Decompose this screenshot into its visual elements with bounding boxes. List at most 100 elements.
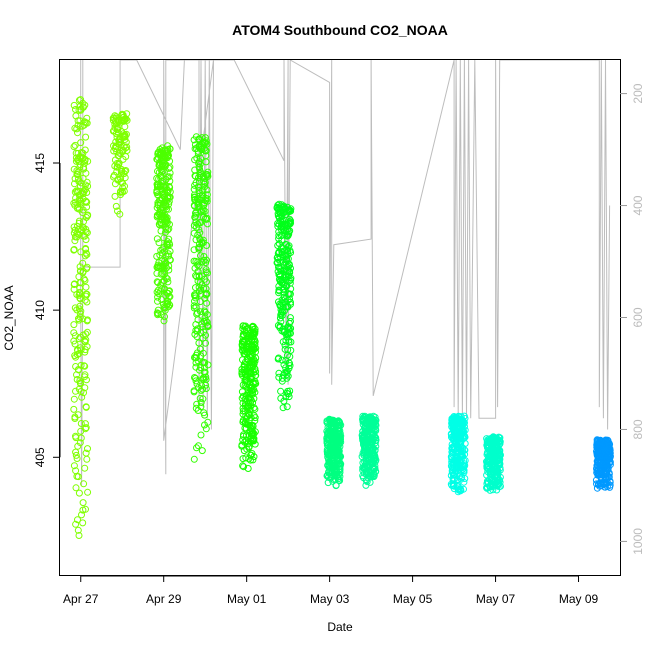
- data-point: [163, 219, 171, 227]
- data-point: [361, 425, 369, 433]
- data-point: [155, 239, 163, 247]
- data-point: [78, 393, 86, 401]
- data-point: [82, 403, 90, 411]
- data-point: [452, 456, 460, 464]
- data-point: [203, 191, 211, 199]
- data-point: [603, 460, 611, 468]
- data-point: [120, 132, 128, 140]
- data-point: [192, 321, 200, 328]
- data-point: [281, 307, 288, 315]
- data-point: [330, 470, 338, 477]
- data-point: [323, 448, 331, 456]
- data-point: [111, 192, 119, 200]
- y-axis-label: CO2_NOAA: [2, 285, 16, 350]
- data-point: [153, 269, 161, 277]
- data-point: [78, 149, 86, 156]
- data-point: [72, 520, 80, 528]
- data-point: [71, 340, 79, 348]
- data-point: [240, 362, 248, 370]
- data-point: [484, 455, 492, 463]
- data-point: [115, 123, 123, 131]
- data-point: [116, 210, 124, 218]
- data-point: [76, 344, 84, 352]
- data-point: [493, 486, 501, 494]
- data-point: [459, 426, 467, 434]
- data-point: [454, 483, 462, 491]
- data-point: [154, 286, 162, 294]
- data-point: [361, 448, 369, 456]
- data-point: [84, 212, 91, 220]
- data-point: [239, 331, 247, 339]
- data-point: [366, 421, 374, 429]
- data-point: [196, 366, 203, 374]
- data-point: [197, 168, 204, 176]
- data-point: [80, 163, 87, 171]
- data-point: [81, 362, 89, 370]
- data-point: [199, 395, 207, 403]
- data-point: [243, 420, 251, 428]
- data-point: [335, 418, 343, 426]
- data-point: [604, 436, 611, 444]
- data-point: [202, 268, 210, 276]
- series-group: [592, 436, 614, 492]
- data-point: [238, 342, 246, 350]
- y2-tick-label: 400: [631, 195, 645, 215]
- series-group: [358, 412, 380, 489]
- data-point: [197, 252, 204, 260]
- data-point: [190, 246, 198, 254]
- data-point: [250, 435, 258, 443]
- data-point: [76, 195, 83, 203]
- data-point: [201, 275, 209, 283]
- data-point: [82, 505, 89, 513]
- data-point: [156, 204, 164, 212]
- data-point: [197, 399, 205, 406]
- data-point: [602, 447, 610, 455]
- y-tick-label: 415: [33, 153, 47, 173]
- data-point: [202, 139, 210, 147]
- data-point: [70, 321, 78, 329]
- data-point: [284, 330, 291, 338]
- data-point: [73, 222, 81, 230]
- data-point: [158, 185, 166, 193]
- data-point: [238, 441, 246, 449]
- data-point: [76, 284, 84, 292]
- data-point: [79, 174, 87, 182]
- data-point: [83, 328, 91, 336]
- data-point: [72, 467, 80, 475]
- data-point: [451, 416, 459, 424]
- data-point: [120, 187, 128, 195]
- data-point: [77, 139, 85, 147]
- data-point: [199, 349, 207, 357]
- data-point: [458, 426, 466, 433]
- data-point: [326, 426, 334, 434]
- data-point: [325, 455, 333, 462]
- data-point: [280, 293, 288, 301]
- data-point: [336, 452, 344, 460]
- data-point: [203, 195, 211, 203]
- data-point: [72, 194, 80, 202]
- data-point: [193, 444, 200, 452]
- data-point: [491, 457, 499, 465]
- data-point: [329, 460, 337, 467]
- data-point: [161, 229, 169, 236]
- data-point: [244, 332, 252, 339]
- data-point: [279, 374, 286, 382]
- data-point: [83, 119, 91, 127]
- data-point: [282, 258, 289, 266]
- data-point: [333, 461, 341, 469]
- data-point: [197, 308, 204, 316]
- data-point: [194, 442, 202, 450]
- data-point: [597, 437, 605, 445]
- data-point: [204, 269, 211, 277]
- data-point: [195, 178, 203, 186]
- data-point: [74, 526, 82, 534]
- data-point: [605, 446, 613, 454]
- data-point: [200, 256, 208, 264]
- y2-axis: 200 400 600 800 1000: [620, 83, 645, 555]
- data-point: [73, 455, 81, 462]
- data-point: [119, 179, 126, 187]
- data-point: [204, 418, 212, 426]
- data-point: [117, 170, 125, 178]
- data-point: [329, 425, 337, 433]
